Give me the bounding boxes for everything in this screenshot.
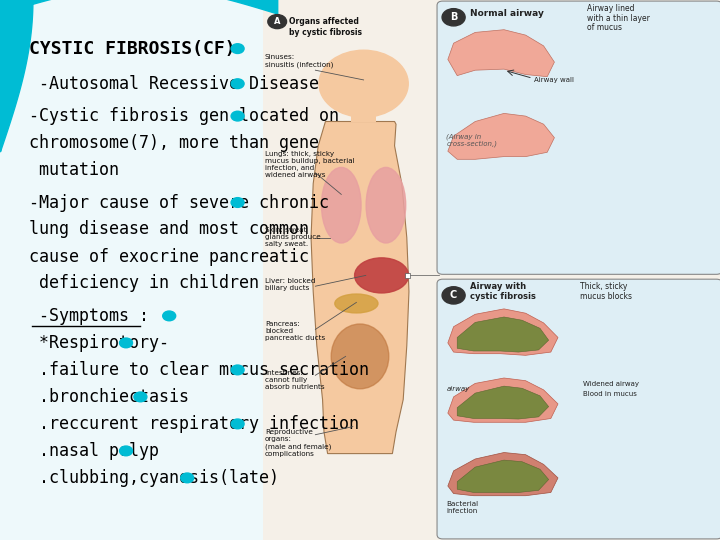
- Ellipse shape: [335, 294, 378, 313]
- Text: cystic fibrosis: cystic fibrosis: [470, 292, 536, 301]
- Text: Sinuses:
sinusitis (infection): Sinuses: sinusitis (infection): [265, 54, 333, 68]
- Ellipse shape: [331, 324, 389, 389]
- Ellipse shape: [321, 167, 361, 243]
- Text: CYSTIC FIBROSIS(CF): CYSTIC FIBROSIS(CF): [29, 39, 235, 58]
- Text: Bacterial
infection: Bacterial infection: [446, 501, 479, 514]
- FancyBboxPatch shape: [437, 279, 720, 539]
- Text: Blood in mucus: Blood in mucus: [583, 391, 637, 397]
- Text: Reproductive
organs:
(male and female)
complications: Reproductive organs: (male and female) c…: [265, 429, 331, 457]
- Ellipse shape: [366, 167, 406, 243]
- Text: Thick, sticky: Thick, sticky: [580, 282, 627, 291]
- Text: deficiency in children: deficiency in children: [29, 274, 258, 293]
- Text: .bronchiectasis: .bronchiectasis: [29, 388, 189, 406]
- Text: Liver: blocked
biliary ducts: Liver: blocked biliary ducts: [265, 278, 315, 291]
- Circle shape: [231, 111, 244, 121]
- Circle shape: [120, 446, 132, 456]
- Circle shape: [231, 79, 244, 89]
- Polygon shape: [448, 453, 558, 496]
- Text: mucus blocks: mucus blocks: [580, 292, 631, 301]
- Circle shape: [319, 50, 408, 117]
- Polygon shape: [457, 386, 549, 419]
- Circle shape: [134, 392, 147, 402]
- Circle shape: [231, 365, 244, 375]
- Text: .nasal polyp: .nasal polyp: [29, 442, 159, 460]
- Bar: [405, 273, 410, 278]
- Text: cause of exocrine pancreatic: cause of exocrine pancreatic: [29, 247, 309, 266]
- Text: B: B: [450, 12, 457, 22]
- Text: of mucus: of mucus: [587, 23, 622, 32]
- Polygon shape: [448, 309, 558, 355]
- Text: Widened airway: Widened airway: [583, 381, 639, 387]
- Text: -Cystic fibrosis gen located on: -Cystic fibrosis gen located on: [29, 107, 339, 125]
- Text: Pancreas:
blocked
pancreatic ducts: Pancreas: blocked pancreatic ducts: [265, 321, 325, 341]
- Circle shape: [442, 287, 465, 304]
- Circle shape: [163, 311, 176, 321]
- Text: Normal airway: Normal airway: [470, 9, 544, 18]
- Polygon shape: [448, 378, 558, 422]
- Text: .reccurent respiratory infection: .reccurent respiratory infection: [29, 415, 359, 433]
- Text: -Autosomal Recessive Disease: -Autosomal Recessive Disease: [29, 75, 319, 93]
- Text: mutation: mutation: [29, 161, 119, 179]
- Text: Organs affected
by cystic fibrosis: Organs affected by cystic fibrosis: [289, 17, 362, 37]
- FancyBboxPatch shape: [263, 0, 720, 540]
- Text: -Symptoms :: -Symptoms :: [29, 307, 149, 325]
- Polygon shape: [448, 113, 554, 159]
- Text: chromosome(7), more than gene: chromosome(7), more than gene: [29, 134, 319, 152]
- Text: Skin: sweat
glands produce
salty sweat.: Skin: sweat glands produce salty sweat.: [265, 227, 320, 247]
- Text: (Airway in
cross-section,): (Airway in cross-section,): [446, 133, 498, 147]
- Text: Intestines:
cannot fully
absorb nutrients: Intestines: cannot fully absorb nutrient…: [265, 370, 325, 390]
- Text: Airway lined: Airway lined: [587, 4, 634, 13]
- Text: Lungs: thick, sticky
mucus buildup, bacterial
infection, and
widened airways: Lungs: thick, sticky mucus buildup, bact…: [265, 151, 354, 178]
- FancyBboxPatch shape: [0, 0, 263, 540]
- Text: .failure to clear mucus secration: .failure to clear mucus secration: [29, 361, 369, 379]
- Text: .clubbing,cyanosis(late): .clubbing,cyanosis(late): [29, 469, 279, 487]
- Polygon shape: [457, 460, 549, 492]
- Text: with a thin layer: with a thin layer: [587, 14, 649, 23]
- Circle shape: [268, 15, 287, 29]
- Polygon shape: [448, 30, 554, 77]
- Text: airway: airway: [446, 387, 469, 393]
- Text: *Respirotory-: *Respirotory-: [29, 334, 168, 352]
- Text: Airway wall: Airway wall: [534, 77, 575, 83]
- Circle shape: [231, 198, 244, 207]
- FancyBboxPatch shape: [437, 1, 720, 274]
- Circle shape: [120, 338, 132, 348]
- Circle shape: [181, 473, 194, 483]
- Text: lung disease and most common: lung disease and most common: [29, 220, 309, 239]
- Circle shape: [442, 9, 465, 26]
- Text: -Major cause of severe chronic: -Major cause of severe chronic: [29, 193, 329, 212]
- Polygon shape: [311, 122, 409, 454]
- Text: Airway with: Airway with: [470, 282, 526, 291]
- Circle shape: [231, 44, 244, 53]
- Text: C: C: [450, 291, 457, 300]
- Text: A: A: [274, 17, 281, 26]
- Polygon shape: [457, 317, 549, 352]
- Ellipse shape: [355, 258, 409, 293]
- Circle shape: [231, 419, 244, 429]
- FancyBboxPatch shape: [351, 100, 376, 122]
